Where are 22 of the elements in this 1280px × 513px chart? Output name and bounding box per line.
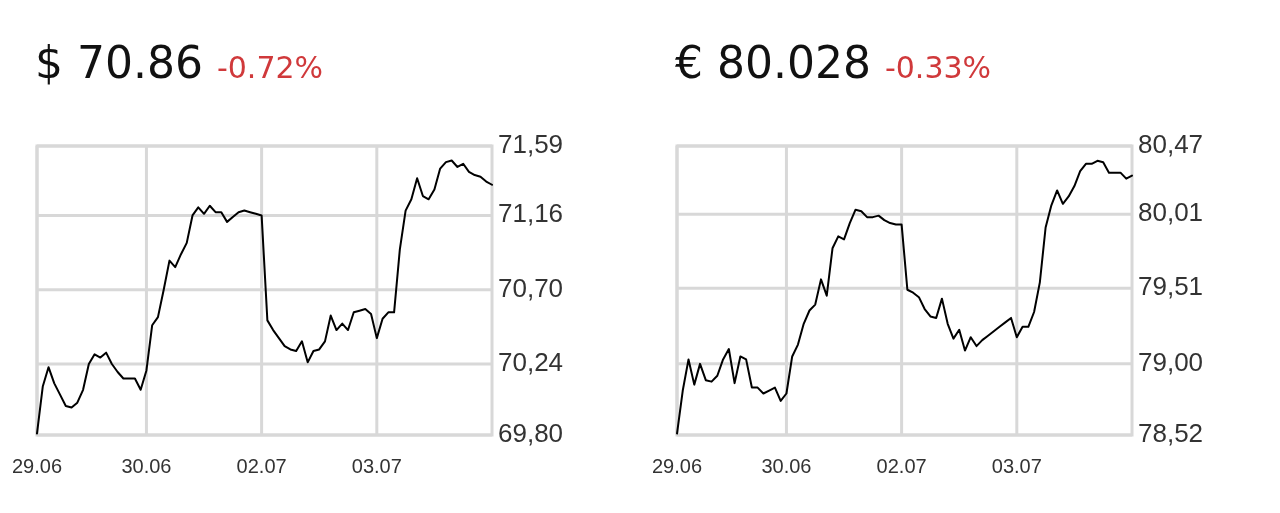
y-tick-label: 71,59 xyxy=(498,128,564,159)
y-tick-label: 71,16 xyxy=(498,198,564,229)
y-tick-label: 69,80 xyxy=(498,417,564,448)
chart-subtitle: -0.33% xyxy=(884,50,992,85)
y-tick-label: 80,47 xyxy=(1138,128,1204,159)
x-tick-label: 29.06 xyxy=(651,455,703,477)
x-tick-label: 29.06 xyxy=(11,455,63,477)
chart-subtitle: -0.72% xyxy=(216,50,324,85)
y-tick-label: 70,70 xyxy=(498,272,564,303)
y-tick-label: 70,24 xyxy=(498,346,564,377)
x-tick-label: 03.07 xyxy=(351,455,402,477)
y-tick-label: 79,00 xyxy=(1138,346,1204,377)
y-tick-label: 79,51 xyxy=(1138,271,1204,302)
x-tick-label: 02.07 xyxy=(236,455,287,477)
x-tick-label: 30.06 xyxy=(761,455,812,477)
x-tick-label: 30.06 xyxy=(121,455,172,477)
y-tick-label: 80,01 xyxy=(1138,197,1204,228)
y-tick-label: 78,52 xyxy=(1138,417,1204,448)
chart-title: € 80.028 xyxy=(675,37,871,88)
chart-title: $ 70.86 xyxy=(35,37,203,88)
x-tick-label: 03.07 xyxy=(991,455,1042,477)
x-tick-label: 02.07 xyxy=(876,455,927,477)
